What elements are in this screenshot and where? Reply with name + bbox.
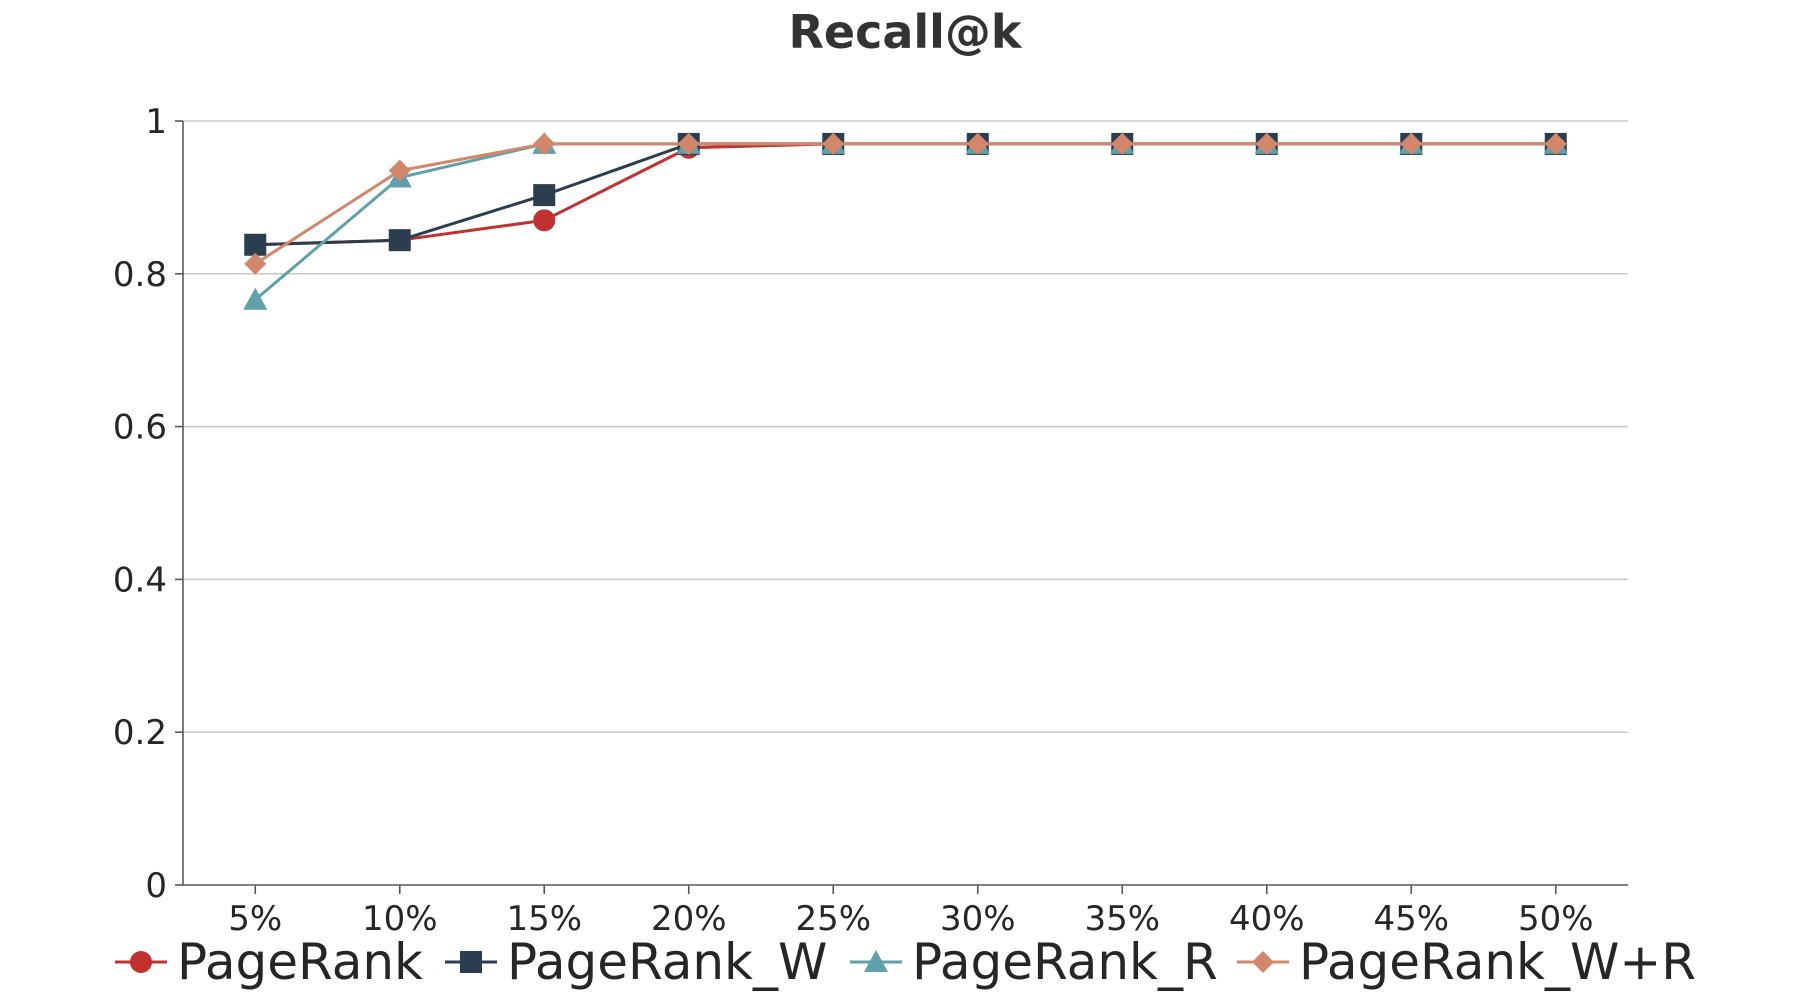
data-point — [533, 132, 556, 155]
series-pagerank-w — [244, 132, 1567, 256]
data-point — [1400, 132, 1423, 155]
data-point — [677, 132, 700, 155]
data-point — [244, 252, 267, 275]
y-tick-label: 0.4 — [113, 560, 167, 600]
legend-marker — [460, 951, 482, 973]
x-tick-label: 40% — [1229, 899, 1305, 939]
series-lines — [243, 131, 1568, 310]
data-point — [822, 132, 845, 155]
y-tick-labels: 0 0.2 0.4 0.6 0.8 1 — [113, 102, 167, 906]
series-line — [254, 142, 1556, 301]
y-tick-label: 0.6 — [113, 408, 167, 448]
x-tick-label: 35% — [1084, 899, 1160, 939]
series-line — [254, 142, 1556, 266]
series-pagerank — [244, 132, 1567, 256]
data-point — [1544, 132, 1567, 155]
series-line — [255, 142, 1556, 247]
legend-label: PageRank_W — [507, 933, 827, 991]
x-tick-label: 30% — [940, 899, 1016, 939]
x-tick-label: 20% — [651, 899, 727, 939]
data-point — [1255, 132, 1278, 155]
legend-marker — [864, 950, 888, 972]
legend: PageRank PageRank_W PageRank_R PageRank_W+R — [115, 933, 1696, 991]
series-line — [255, 142, 1556, 247]
x-tick-label: 15% — [506, 899, 582, 939]
axes — [175, 120, 1628, 894]
data-point — [388, 159, 411, 182]
legend-item: PageRank_W — [445, 933, 827, 991]
y-tick-label: 0 — [145, 866, 167, 906]
y-tick-label: 0.8 — [113, 255, 167, 295]
x-tick-label: 25% — [795, 899, 871, 939]
data-point — [533, 209, 556, 232]
x-tick-label: 10% — [362, 899, 438, 939]
data-point — [966, 132, 989, 155]
chart-title: Recall@k — [788, 5, 1022, 59]
y-tick-label: 0.2 — [113, 713, 167, 753]
legend-item: PageRank — [115, 933, 423, 991]
data-point — [388, 229, 411, 252]
legend-label: PageRank_W+R — [1299, 933, 1696, 991]
y-tick-label: 1 — [145, 102, 167, 142]
grid-lines — [183, 120, 1628, 733]
data-point — [533, 184, 556, 207]
legend-label: PageRank_R — [912, 933, 1218, 991]
x-tick-label: 45% — [1373, 899, 1449, 939]
legend-item: PageRank_W+R — [1237, 933, 1696, 991]
data-point — [244, 233, 267, 256]
data-point — [1111, 132, 1134, 155]
legend-marker — [1252, 951, 1274, 973]
series-pagerank-r — [243, 131, 1568, 310]
x-tick-labels: 5% 10% 15% 20% 25% 30% 35% 40% 45% 50% — [228, 899, 1593, 939]
data-point — [243, 287, 268, 310]
x-tick-label: 50% — [1518, 899, 1594, 939]
legend-item: PageRank_R — [850, 933, 1218, 991]
legend-label: PageRank — [177, 933, 423, 991]
x-tick-label: 5% — [228, 899, 282, 939]
series-pagerank-w-r — [244, 132, 1567, 275]
legend-marker — [130, 951, 152, 973]
